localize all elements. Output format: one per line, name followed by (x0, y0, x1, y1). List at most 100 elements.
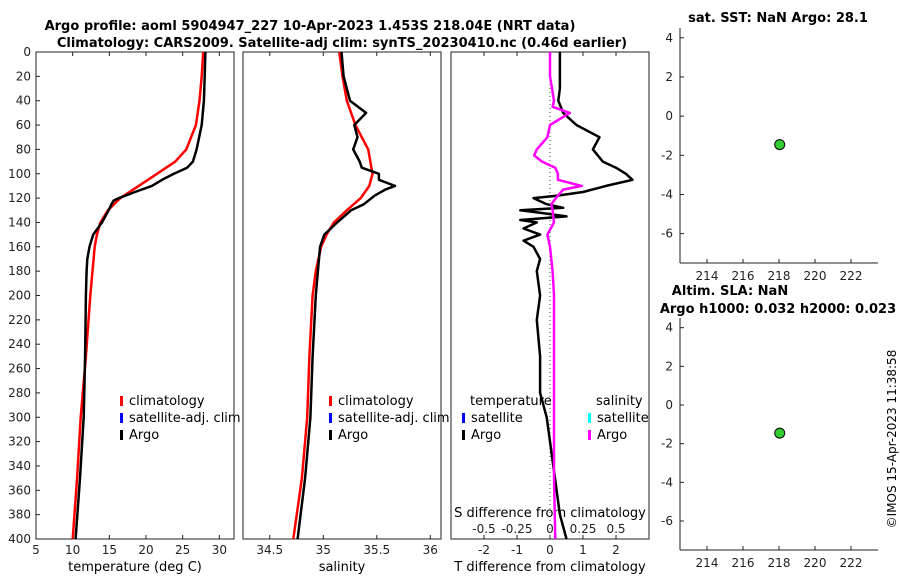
difference-s-tick-label: -0.5 (472, 522, 495, 536)
depth-tick-label: 0 (23, 45, 31, 59)
sst-panel-x-tick-label: 214 (696, 269, 719, 283)
temperature-legend-climatology-swatch (120, 396, 123, 406)
temperature-x-tick-label: 30 (212, 543, 227, 557)
depth-tick-label: 40 (16, 94, 31, 108)
salinity-x-tick-label: 34.5 (256, 543, 283, 557)
salinity-axes-frame (242, 51, 442, 540)
sla-panel-x-tick-label: 216 (732, 556, 755, 570)
salinity-legend-satellite-label: satellite-adj. clim (338, 411, 450, 426)
salinity-x-tick-label: 35.5 (363, 543, 390, 557)
difference-legend-t-argo-label: Argo (471, 428, 501, 443)
difference-s-tick-label: 0.5 (606, 522, 625, 536)
temperature-x-tick-label: 15 (102, 543, 117, 557)
difference-axes-frame (450, 51, 650, 540)
sst-title: sat. SST: NaN Argo: 28.1 (688, 11, 868, 26)
difference-legend-s-argo-label: Argo (597, 428, 627, 443)
sst-panel-y-tick-label: 0 (665, 109, 673, 123)
sst-panel-y-tick-label: -2 (661, 148, 673, 162)
sst-panel-y-tick-label: -4 (661, 187, 673, 201)
depth-tick-label: 360 (8, 483, 31, 497)
difference-legend-temperature-header: temperature (470, 394, 552, 409)
depth-tick-label: 280 (8, 386, 31, 400)
depth-tick-label: 60 (16, 118, 31, 132)
salinity-climatology-line (292, 51, 374, 540)
difference-legend-t-satellite-swatch (462, 413, 465, 423)
depth-tick-label: 20 (16, 69, 31, 83)
plots-layer: 0204060801001201401601802002202402602803… (8, 28, 878, 575)
difference-legend-t-satellite-label: satellite (471, 411, 523, 426)
sst-panel-x-tick-label: 220 (804, 269, 827, 283)
difference-legend-s-satellite-label: satellite (597, 411, 649, 426)
sla-panel-x-tick-label: 214 (696, 556, 719, 570)
depth-tick-label: 400 (8, 532, 31, 546)
salinity-legend-satellite-swatch (329, 413, 332, 423)
depth-tick-label: 240 (8, 337, 31, 351)
depth-tick-label: 200 (8, 289, 31, 303)
depth-tick-label: 260 (8, 362, 31, 376)
sla-panel-y-tick-label: 4 (665, 321, 673, 335)
sla-panel-y-tick-label: 0 (665, 398, 673, 412)
sla-panel-y-tick-label: -6 (661, 514, 673, 528)
sla-panel-y-tick-label: -4 (661, 475, 673, 489)
temperature-x-tick-label: 20 (138, 543, 153, 557)
depth-tick-label: 320 (8, 435, 31, 449)
salinity-legend-climatology-swatch (329, 396, 332, 406)
difference-x-tick-label: -2 (478, 543, 490, 557)
depth-tick-label: 180 (8, 264, 31, 278)
sst-panel-argo-marker (774, 139, 786, 151)
depth-tick-label: 80 (16, 142, 31, 156)
temperature-legend-satellite-label: satellite-adj. clim (129, 411, 241, 426)
sla-title-line2: Argo h1000: 0.032 h2000: 0.023 (660, 302, 896, 317)
depth-tick-label: 380 (8, 508, 31, 522)
temperature-x-tick-label: 10 (65, 543, 80, 557)
depth-tick-label: 140 (8, 215, 31, 229)
timestamp-stamp: ©IMOS 15-Apr-2023 11:38:58 (885, 350, 899, 529)
sla-panel-x-tick-label: 218 (768, 556, 791, 570)
depth-tick-label: 100 (8, 167, 31, 181)
sst-panel-x-tick-label: 222 (840, 269, 863, 283)
sst-panel-x-tick-label: 218 (768, 269, 791, 283)
depth-tick-label: 220 (8, 313, 31, 327)
depth-tick-label: 300 (8, 410, 31, 424)
salinity-argo-line (296, 51, 397, 540)
salinity-x-tick-label: 36 (423, 543, 438, 557)
depth-tick-label: 160 (8, 240, 31, 254)
sla-panel-x-tick-label: 222 (840, 556, 863, 570)
difference-x-tick-label: 2 (612, 543, 620, 557)
sla-panel-x-tick-label: 220 (804, 556, 827, 570)
sst-panel-y-tick-label: -6 (661, 227, 673, 241)
difference-legend-s-satellite-swatch (588, 413, 591, 423)
difference-x-axis-label: T difference from climatology (453, 560, 646, 575)
salinity-x-axis-label: salinity (319, 560, 366, 575)
sla-panel-y-tick-label: 2 (665, 359, 673, 373)
difference-x-tick-label: -1 (511, 543, 523, 557)
temperature-argo-line (74, 51, 207, 540)
sla-panel-argo-marker (774, 427, 786, 439)
temperature-legend-climatology-label: climatology (129, 394, 205, 409)
sst-panel-y-tick-label: 4 (665, 31, 673, 45)
temperature-axes-frame (35, 51, 235, 540)
depth-tick-label: 120 (8, 191, 31, 205)
sst-panel-y-tick-label: 2 (665, 70, 673, 84)
temperature-legend-satellite-swatch (120, 413, 123, 423)
title-line1: Argo profile: aoml 5904947_227 10-Apr-20… (45, 19, 576, 34)
sla-title-line1: Altim. SLA: NaN (672, 284, 788, 299)
temperature-legend-argo-label: Argo (129, 428, 159, 443)
sla-panel-y-tick-label: -2 (661, 437, 673, 451)
temperature-legend-argo-swatch (120, 430, 123, 440)
temperature-x-tick-label: 5 (32, 543, 40, 557)
difference-legend-s-argo-swatch (588, 430, 591, 440)
difference-s-tick-label: -0.25 (501, 522, 532, 536)
salinity-legend-argo-swatch (329, 430, 332, 440)
salinity-legend-climatology-label: climatology (338, 394, 414, 409)
salinity-legend-argo-label: Argo (338, 428, 368, 443)
salinity-x-tick-label: 35 (316, 543, 331, 557)
difference-legend-t-argo-swatch (462, 430, 465, 440)
difference-legend-salinity-header: salinity (596, 394, 643, 409)
difference-s-tick-label: 0.25 (570, 522, 597, 536)
temperature-x-tick-label: 25 (175, 543, 190, 557)
difference-x-tick-label: 1 (579, 543, 587, 557)
depth-tick-label: 340 (8, 459, 31, 473)
difference-x-tick-label: 0 (546, 543, 554, 557)
